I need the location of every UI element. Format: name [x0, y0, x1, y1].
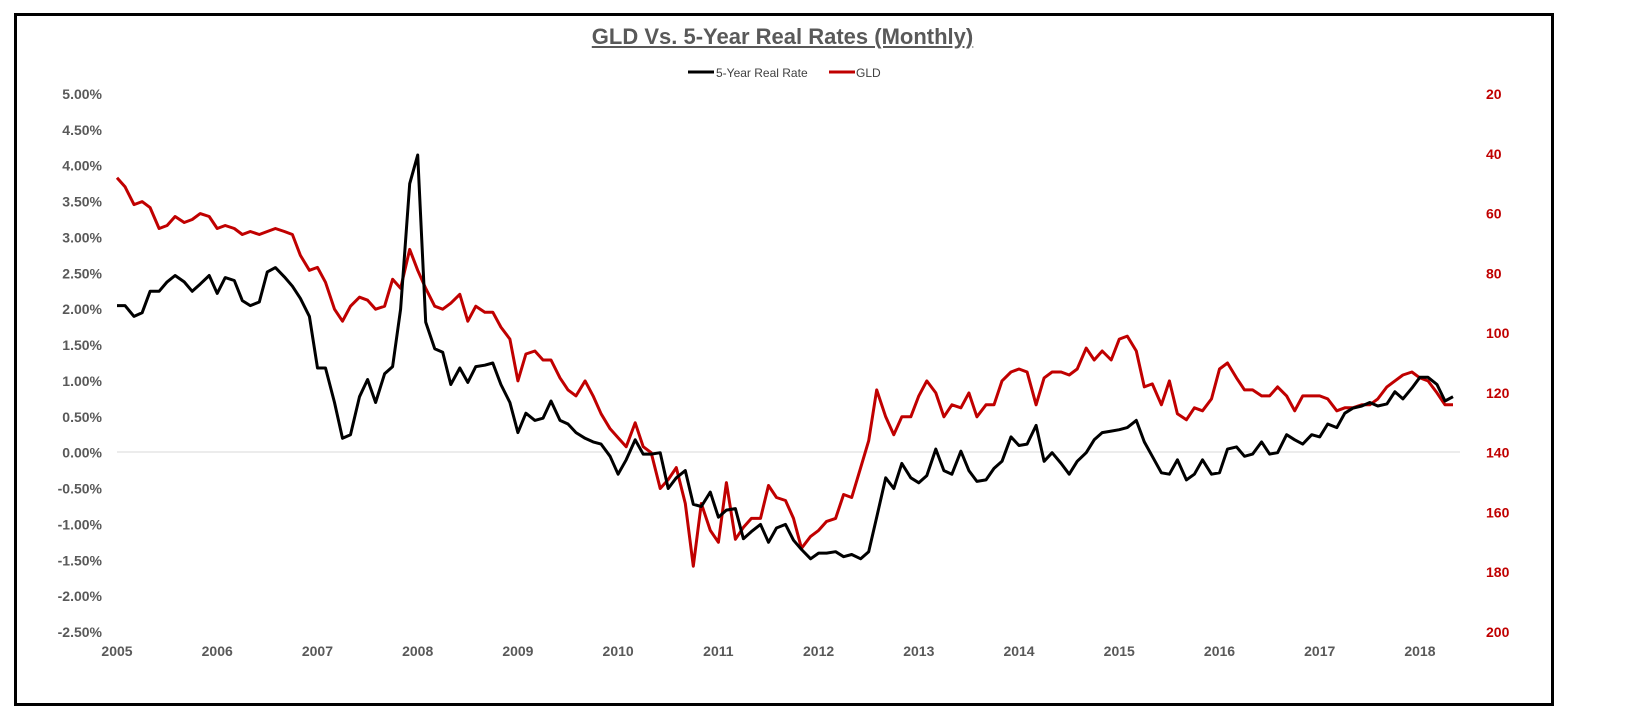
x-tick-label: 2007	[302, 643, 333, 659]
legend-label-gld: GLD	[856, 66, 881, 80]
x-tick-label: 2017	[1304, 643, 1335, 659]
series-line-real-rate	[117, 153, 1454, 561]
legend: 5-Year Real Rate GLD	[688, 66, 881, 80]
x-tick-label: 2016	[1204, 643, 1235, 659]
x-tick-label: 2010	[603, 643, 634, 659]
left-axis: 5.00% 4.50% 4.00% 3.50% 3.00% 2.50% 2.00% 1.50%…	[58, 86, 103, 640]
left-tick-label: 2.00%	[62, 301, 102, 317]
x-tick-label: 2015	[1104, 643, 1135, 659]
x-tick-label: 2018	[1404, 643, 1435, 659]
right-tick-label: 20	[1486, 86, 1502, 102]
x-tick-label: 2006	[202, 643, 233, 659]
left-tick-label: 0.50%	[62, 409, 102, 425]
x-tick-label: 2008	[402, 643, 433, 659]
x-tick-label: 2009	[502, 643, 533, 659]
right-tick-label: 200	[1486, 624, 1510, 640]
right-tick-label: 120	[1486, 385, 1510, 401]
right-tick-label: 80	[1486, 265, 1502, 281]
left-tick-label: -1.50%	[58, 552, 103, 568]
series-line-gld	[115, 176, 1453, 568]
left-tick-label: 3.00%	[62, 229, 102, 245]
x-axis: 2005 2006 2007 2008 2009 2010 2011 2012 2013 2014…	[101, 451, 1460, 659]
left-tick-label: 4.50%	[62, 122, 102, 138]
right-tick-label: 60	[1486, 206, 1502, 222]
x-tick-label: 2013	[903, 643, 934, 659]
chart-frame	[14, 13, 1554, 706]
left-tick-label: -2.50%	[58, 624, 103, 640]
left-tick-label: 4.00%	[62, 158, 102, 174]
left-tick-label: 2.50%	[62, 265, 102, 281]
x-tick-label: 2014	[1003, 643, 1034, 659]
x-tick-label: 2012	[803, 643, 834, 659]
left-tick-label: 0.00%	[62, 445, 102, 461]
left-tick-label: 3.50%	[62, 194, 102, 210]
left-tick-label: -1.00%	[58, 516, 103, 532]
right-tick-label: 140	[1486, 445, 1510, 461]
chart-title: GLD Vs. 5-Year Real Rates (Monthly)	[591, 24, 974, 49]
left-tick-label: -2.00%	[58, 588, 103, 604]
left-tick-label: 1.00%	[62, 373, 102, 389]
left-tick-label: 5.00%	[62, 86, 102, 102]
left-tick-label: -0.50%	[58, 481, 103, 497]
right-tick-label: 160	[1486, 504, 1510, 520]
right-tick-label: 40	[1486, 146, 1502, 162]
legend-label-real-rate: 5-Year Real Rate	[716, 66, 808, 80]
series-layer	[115, 153, 1454, 568]
right-tick-label: 180	[1486, 564, 1510, 580]
x-tick-label: 2011	[703, 643, 734, 659]
left-tick-label: 1.50%	[62, 337, 102, 353]
x-tick-label: 2005	[101, 643, 132, 659]
right-axis: 20 40 60 80 100 120 140 160 180 200	[1486, 86, 1510, 640]
right-tick-label: 100	[1486, 325, 1510, 341]
